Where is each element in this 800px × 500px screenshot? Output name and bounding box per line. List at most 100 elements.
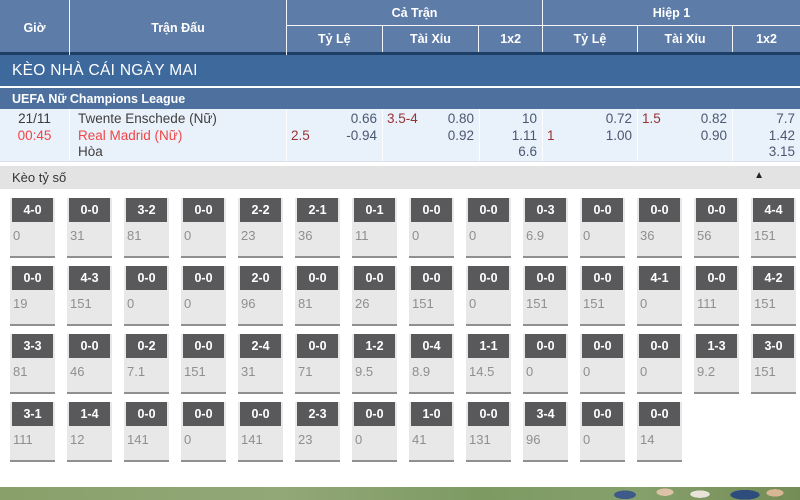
full-overunder-line: 3.5-4	[387, 111, 418, 126]
score-label: 0-0	[582, 198, 623, 222]
league-header[interactable]: UEFA Nữ Champions League	[0, 88, 800, 109]
score-label: 3-1	[12, 402, 53, 426]
full-match-group-label: Cả Trận	[287, 0, 542, 27]
score-odds-value: 6.9	[526, 228, 545, 243]
score-cell[interactable]: 0-0 0	[409, 198, 454, 258]
full-handicap-odds-cell[interactable]: 0.66 2.5 -0.94	[287, 109, 383, 161]
score-cell[interactable]: 0-0 26	[352, 266, 397, 326]
first-half-group-label: Hiệp 1	[543, 0, 800, 27]
collapse-arrow-icon[interactable]: ▲	[754, 170, 764, 181]
score-cell[interactable]: 2-3 23	[295, 402, 340, 462]
score-odds-value: 131	[469, 432, 491, 447]
score-cell[interactable]: 4-1 0	[637, 266, 682, 326]
score-label: 0-0	[411, 266, 452, 290]
score-cell[interactable]: 0-0 0	[637, 334, 682, 394]
match-teams-cell[interactable]: Twente Enschede (Nữ) Real Madrid (Nữ) Hò…	[70, 109, 287, 161]
score-grid-row: 3-1 111 1-4 12 0-0 141 0-0 0 0-0 141 2-3 23 0-0 0 1-0 4…	[10, 402, 800, 462]
score-cell[interactable]: 0-0 0	[466, 266, 511, 326]
score-cell[interactable]: 0-2 7.1	[124, 334, 169, 394]
score-cell[interactable]: 0-1 11	[352, 198, 397, 258]
half-handicap-odds-cell[interactable]: 0.72 1 1.00	[543, 109, 638, 161]
score-cell[interactable]: 0-0 0	[124, 266, 169, 326]
score-cell[interactable]: 0-0 14	[637, 402, 682, 462]
match-date: 21/11	[18, 111, 51, 126]
score-cell[interactable]: 0-0 0	[181, 266, 226, 326]
score-cell[interactable]: 0-0 0	[181, 402, 226, 462]
score-cell[interactable]: 1-4 12	[67, 402, 112, 462]
score-grid-row: 4-0 0 0-0 31 3-2 81 0-0 0 2-2 23 2-1 36 0-1 11 0-0 0 0-0…	[10, 198, 800, 258]
score-cell[interactable]: 0-4 8.9	[409, 334, 454, 394]
half-overunder-odds-cell[interactable]: 1.5 0.82 0.90	[638, 109, 733, 161]
score-cell[interactable]: 1-0 41	[409, 402, 454, 462]
score-cell[interactable]: 0-0 71	[295, 334, 340, 394]
score-cell[interactable]: 0-0 151	[523, 266, 568, 326]
score-cell[interactable]: 0-0 0	[352, 402, 397, 462]
score-cell[interactable]: 0-0 81	[295, 266, 340, 326]
score-cell[interactable]: 3-4 96	[523, 402, 568, 462]
score-cell[interactable]: 1-3 9.2	[694, 334, 739, 394]
score-cell[interactable]: 0-0 0	[580, 402, 625, 462]
score-cell[interactable]: 2-2 23	[238, 198, 283, 258]
half-1x2-odds-cell[interactable]: 7.7 1.42 3.15	[733, 109, 800, 161]
full-overunder-odds-cell[interactable]: 3.5-4 0.80 0.92	[383, 109, 480, 161]
score-label: 0-0	[696, 198, 737, 222]
score-cell[interactable]: 0-0 36	[637, 198, 682, 258]
score-cell[interactable]: 0-0 141	[238, 402, 283, 462]
score-label: 4-1	[639, 266, 680, 290]
score-cell[interactable]: 0-0 0	[580, 334, 625, 394]
score-label: 1-3	[696, 334, 737, 358]
score-cell[interactable]: 0-0 141	[124, 402, 169, 462]
score-cell[interactable]: 0-0 0	[466, 198, 511, 258]
score-cell[interactable]: 3-0 151	[751, 334, 796, 394]
score-cell[interactable]: 0-0 151	[409, 266, 454, 326]
score-cell[interactable]: 0-3 6.9	[523, 198, 568, 258]
score-odds-value: 71	[298, 364, 313, 379]
col-header-match: Trận Đấu	[70, 0, 287, 55]
full-handicap-line: 2.5	[291, 127, 310, 143]
half-under-odds: 0.90	[700, 127, 727, 143]
score-label: 0-0	[525, 266, 566, 290]
score-cell[interactable]: 3-2 81	[124, 198, 169, 258]
score-odds-value: 141	[127, 432, 149, 447]
full-over-odds: 0.80	[447, 111, 474, 126]
score-cell[interactable]: 3-1 111	[10, 402, 55, 462]
full-1x2-odds-cell[interactable]: 10 1.11 6.6	[480, 109, 543, 161]
empty-score-cell	[694, 402, 739, 462]
score-label: 0-0	[639, 198, 680, 222]
score-cell[interactable]: 0-0 151	[580, 266, 625, 326]
score-label: 0-4	[411, 334, 452, 358]
score-cell[interactable]: 0-0 131	[466, 402, 511, 462]
score-cell[interactable]: 4-4 151	[751, 198, 796, 258]
score-cell[interactable]: 1-2 9.5	[352, 334, 397, 394]
score-cell[interactable]: 2-4 31	[238, 334, 283, 394]
score-cell[interactable]: 4-3 151	[67, 266, 112, 326]
half-1x2-draw: 3.15	[768, 144, 795, 159]
score-cell[interactable]: 4-0 0	[10, 198, 55, 258]
score-cell[interactable]: 0-0 0	[580, 198, 625, 258]
score-odds-value: 151	[754, 364, 776, 379]
score-cell[interactable]: 0-0 31	[67, 198, 112, 258]
score-cell[interactable]: 4-2 151	[751, 266, 796, 326]
score-cell[interactable]: 0-0 111	[694, 266, 739, 326]
score-odds-value: 23	[241, 228, 256, 243]
half-overunder-header: Tài Xỉu	[638, 26, 733, 52]
score-cell[interactable]: 0-0 0	[181, 198, 226, 258]
score-label: 0-0	[69, 198, 110, 222]
score-cell[interactable]: 2-0 96	[238, 266, 283, 326]
score-section-title: Kèo tỷ số	[12, 170, 67, 185]
score-label: 0-0	[354, 402, 395, 426]
score-section-header[interactable]: Kèo tỷ số ▲	[0, 166, 800, 189]
score-label: 1-2	[354, 334, 395, 358]
score-label: 0-0	[468, 198, 509, 222]
score-label: 3-0	[753, 334, 794, 358]
score-cell[interactable]: 0-0 19	[10, 266, 55, 326]
score-cell[interactable]: 0-0 0	[523, 334, 568, 394]
score-cell[interactable]: 1-1 14.5	[466, 334, 511, 394]
score-cell[interactable]: 2-1 36	[295, 198, 340, 258]
score-cell[interactable]: 3-3 81	[10, 334, 55, 394]
score-cell[interactable]: 0-0 56	[694, 198, 739, 258]
score-cell[interactable]: 0-0 46	[67, 334, 112, 394]
score-cell[interactable]: 0-0 151	[181, 334, 226, 394]
score-label: 3-2	[126, 198, 167, 222]
score-odds-value: 31	[241, 364, 256, 379]
